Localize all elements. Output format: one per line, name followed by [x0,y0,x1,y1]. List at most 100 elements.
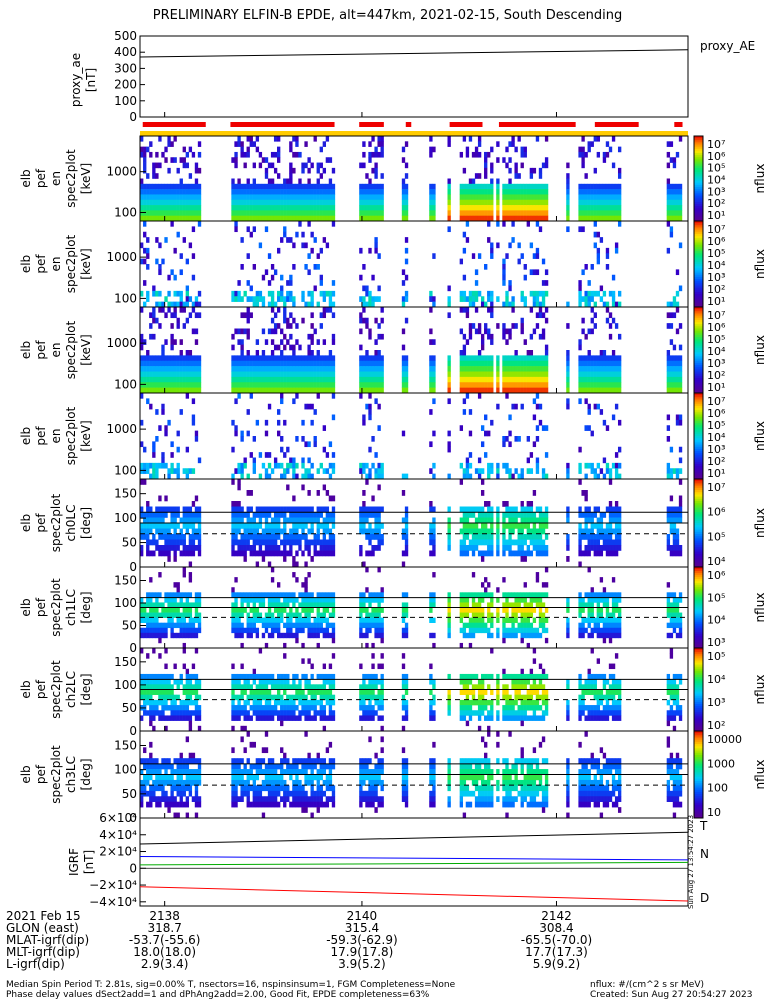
spectrogram-cell [301,534,305,540]
spectrogram-cell [380,468,384,474]
spectrogram-cell [517,199,521,206]
spectrogram-cell [538,194,543,201]
spectrogram-cell [672,312,677,319]
spectrogram-cell [304,301,308,308]
spectrogram-cell [471,301,476,308]
spectrogram-cell [307,360,311,367]
spectrogram-cell [541,205,546,211]
spectrogram-cell [477,607,482,613]
spectrogram-cell [432,572,436,578]
spectrogram-cell [514,162,518,169]
spectrogram-cell [529,382,534,388]
spectrogram-cell [362,597,366,603]
spectrogram-cell [155,237,159,243]
spectrogram-cell [511,523,515,529]
spectrogram-cell [173,274,177,281]
spectrogram-cell [523,205,527,211]
spectrogram-cell [252,199,256,206]
spectrogram-cell [164,312,168,319]
spectrogram-cell [401,592,406,598]
spectrogram-cell [532,382,537,388]
spectrogram-cell [173,136,177,142]
spectrogram-cell [365,199,369,206]
spectrogram-cell [173,371,177,378]
spectrogram-cell [675,355,680,362]
spectrogram-cell [477,360,482,367]
colorbar-label: nflux [753,421,767,451]
spectrogram-cell [164,205,168,211]
spectrogram-cell [520,296,524,302]
spectrogram-cell [581,317,585,324]
spectrogram-cell [164,607,168,613]
spectrogram-cell [270,627,275,634]
spectrogram-cell [149,382,153,388]
spectrogram-cell [432,205,436,211]
spectrogram-cell [511,382,515,388]
spectrogram-cell [164,512,168,518]
spectrogram-cell [146,247,150,254]
spectrogram-cell [331,376,336,383]
spectrogram-cell [608,189,613,195]
spectrogram-cell [267,622,272,629]
spectrogram-cell [602,534,607,540]
spectrogram-cell [292,264,296,270]
spectrogram-cell [152,360,156,367]
spectrogram-cell [377,215,381,222]
spectrogram-cell [578,462,582,469]
spectrogram-cell [529,350,534,356]
spectrogram-cell [617,210,622,216]
spectrogram-cell [477,622,482,629]
spectrogram-cell [298,382,302,388]
spectrogram-cell [179,350,183,356]
spectrogram-cell [614,512,619,518]
spectrogram-cell [240,387,244,394]
spectrogram-cell [170,612,174,618]
spectrogram-cell [587,146,591,153]
spectrogram-cell [596,627,601,634]
spectrogram-cell [508,280,512,286]
spectrogram-cell [313,382,317,388]
spectrogram-cell [459,189,464,195]
spectrogram-cell [170,360,174,367]
spectrogram-cell [666,215,671,222]
spectrogram-cell [289,622,293,629]
spectrogram-cell [432,355,436,362]
spectrogram-cell [374,366,378,372]
spectrogram-cell [377,632,381,639]
spectrogram-cell [231,355,235,362]
spectrogram-cell [605,539,610,546]
spectrogram-cell [295,462,299,469]
spectrogram-cell [505,215,509,222]
spectrogram-cell [231,189,235,195]
spectrogram-cell [608,622,613,629]
spectrogram-cell [301,462,305,469]
spectrogram-cell [584,617,588,623]
spectrogram-cell [605,506,610,513]
colorbar-cell [694,403,703,407]
spectrogram-cell [313,627,317,634]
spectrogram-cell [331,468,336,474]
spectrogram-cell [529,512,534,518]
spectrogram-cell [170,462,174,469]
spectrogram-cell [474,360,479,367]
spectrogram-cell [368,183,372,190]
spectrogram-cell [404,199,409,206]
spectrogram-cell [283,632,287,639]
colorbar-cell [694,433,703,437]
spectrogram-cell [362,355,366,362]
spectrogram-cell [514,371,518,378]
spectrogram-cell [280,296,284,302]
spectrogram-cell [496,221,500,227]
colorbar-cell [694,531,703,535]
proxy-ae-frame [139,35,689,118]
spectrogram-cell [605,550,610,557]
spectrogram-cell [678,501,683,507]
spectrogram-cell [380,205,384,211]
spectrogram-cell [261,183,266,190]
spectrogram-cell [179,210,183,216]
colorbar-cell [694,223,703,226]
spectrogram-cell [404,534,409,540]
spectrogram-cell [672,366,677,372]
colorbar-tick-label: 10⁷ [707,223,725,236]
spectrogram-cell [313,602,317,608]
